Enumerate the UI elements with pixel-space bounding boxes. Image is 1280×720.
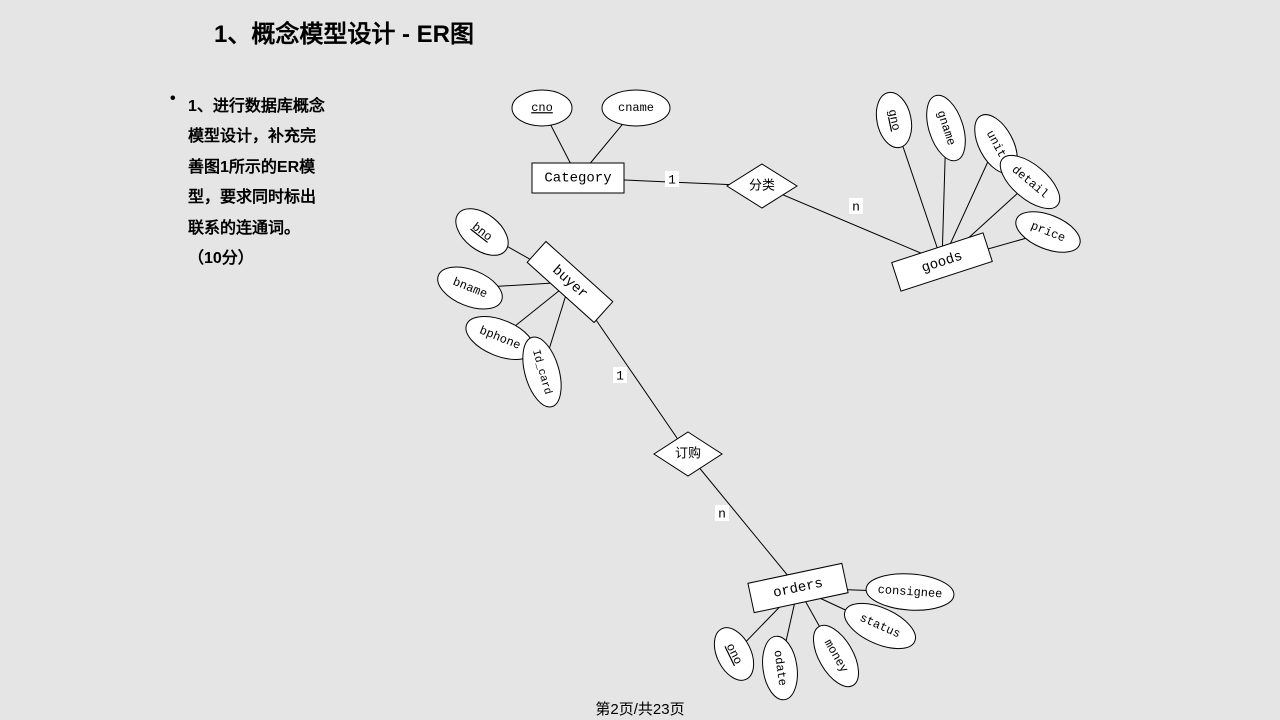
rel-connector xyxy=(762,186,942,262)
entity-buyer: buyer xyxy=(527,241,613,322)
rel-connector xyxy=(688,454,798,588)
svg-text:cno: cno xyxy=(531,101,553,115)
attr-ono: ono xyxy=(706,621,761,686)
svg-text:Category: Category xyxy=(544,171,611,187)
entity-orders: orders xyxy=(748,563,848,612)
cardinality-label: 1 xyxy=(668,172,676,187)
attr-gname: gname xyxy=(919,90,972,165)
attr-odate: odate xyxy=(759,634,802,702)
svg-text:订购: 订购 xyxy=(675,445,701,461)
entity-goods: goods xyxy=(892,233,993,291)
er-diagram: Category buyer goods orders 分类订购 cno cname bnob… xyxy=(0,0,1280,720)
attr-price: price xyxy=(1010,204,1086,261)
cardinality-label: 1 xyxy=(616,368,624,383)
attr-gno: gno xyxy=(872,89,917,151)
attr-cno: cno xyxy=(512,90,572,126)
attr-bname: bname xyxy=(432,259,509,318)
entity-category: Category xyxy=(532,163,624,193)
attr-bno: bno xyxy=(447,199,516,264)
cardinality-label: n xyxy=(718,506,726,521)
cardinality-label: n xyxy=(852,199,860,214)
relationship-dinggou: 订购 xyxy=(654,432,722,476)
relationship-fenlei: 分类 xyxy=(727,164,797,208)
svg-text:分类: 分类 xyxy=(749,178,775,193)
svg-text:cname: cname xyxy=(618,101,654,115)
attr-cname: cname xyxy=(602,90,670,126)
